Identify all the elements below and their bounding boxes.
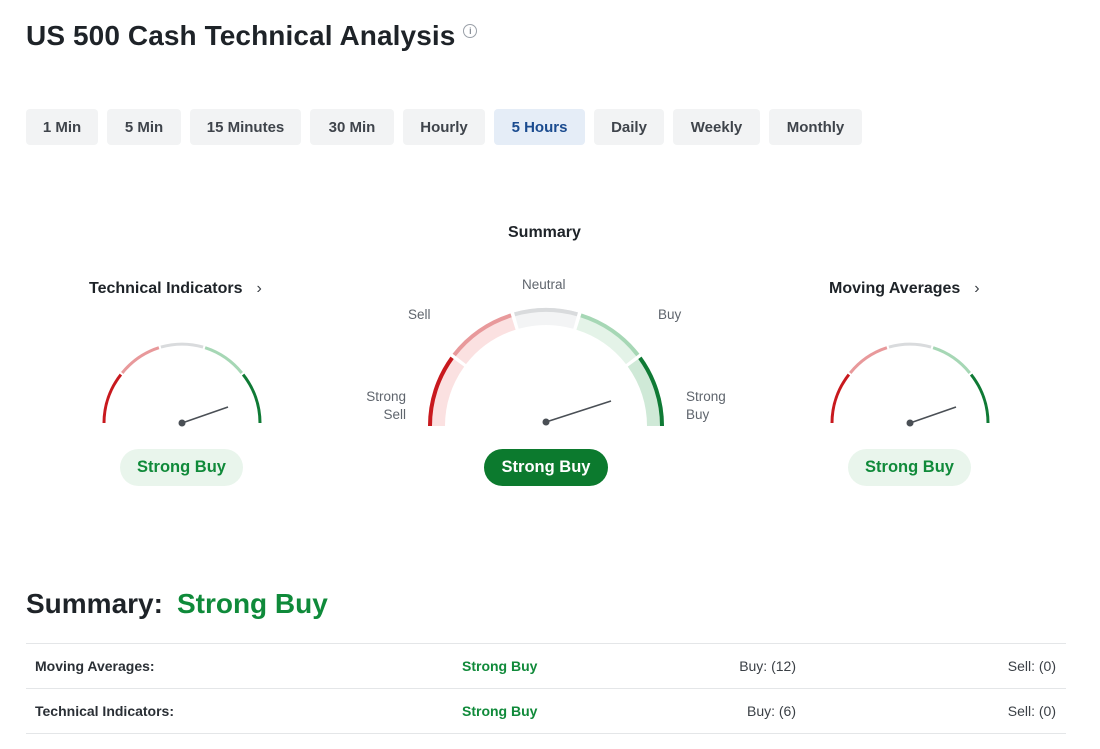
gauge-segment-strong-buy xyxy=(241,373,262,424)
technical-indicators-title: Technical Indicators xyxy=(89,280,243,297)
row-buy-count: Buy: (6) xyxy=(746,703,796,719)
label-strong-buy-line2: Buy xyxy=(686,407,710,422)
tab-5-hours[interactable]: 5 Hours xyxy=(494,109,585,145)
gauge-segment-buy xyxy=(580,313,640,357)
moving-averages-link[interactable]: Moving Averages › xyxy=(829,280,980,298)
gauge-band-sell xyxy=(452,313,516,365)
gauge-segment-strong-sell xyxy=(830,373,851,424)
tab-hourly[interactable]: Hourly xyxy=(403,109,485,145)
gauge-needle-pivot xyxy=(178,419,186,427)
tab-weekly[interactable]: Weekly xyxy=(673,109,760,145)
gauge-band-strong-sell xyxy=(427,356,465,426)
gauge-needle xyxy=(909,406,957,424)
summary-result: Strong Buy xyxy=(484,449,608,486)
gauge-segment-buy xyxy=(204,346,243,374)
gauge-band-strong-buy xyxy=(627,356,665,426)
row-buy-count: Buy: (12) xyxy=(739,658,796,674)
tab-daily[interactable]: Daily xyxy=(594,109,664,145)
gauge-band-buy xyxy=(576,313,640,365)
gauge-segment-strong-buy xyxy=(638,356,665,427)
gauge-segment-sell xyxy=(452,313,512,357)
gauge-segment-sell xyxy=(849,346,888,374)
moving-averages-result: Strong Buy xyxy=(848,449,971,486)
summary-gauge-title: Summary xyxy=(508,224,581,241)
gauge-segment-strong-buy xyxy=(969,373,990,424)
row-name: Moving Averages: xyxy=(35,658,155,674)
label-strong-sell-line1: Strong xyxy=(366,389,406,404)
label-buy: Buy xyxy=(658,307,682,322)
row-sell-count: Sell: (0) xyxy=(1007,658,1056,674)
chevron-right-icon: › xyxy=(974,280,980,297)
label-strong-sell: Strong Sell xyxy=(361,388,406,424)
tab-1-min[interactable]: 1 Min xyxy=(26,109,98,145)
gauge-segment-neutral xyxy=(514,307,578,317)
page-title: US 500 Cash Technical Analysis xyxy=(26,20,456,51)
row-signal: Strong Buy xyxy=(462,703,538,719)
gauge-needle-pivot xyxy=(542,418,550,426)
row-name: Technical Indicators: xyxy=(35,703,174,719)
row-sell-count: Sell: (0) xyxy=(1007,703,1056,719)
table-row: Technical Indicators: Strong Buy Buy: (6… xyxy=(26,689,1066,734)
tab-15-minutes[interactable]: 15 Minutes xyxy=(190,109,301,145)
gauge-segment-neutral xyxy=(160,342,204,349)
moving-averages-title: Moving Averages xyxy=(829,280,961,297)
summary-table: Moving Averages: Strong Buy Buy: (12) Se… xyxy=(26,643,1066,734)
gauge-segment-strong-sell xyxy=(102,373,123,424)
tab-30-min[interactable]: 30 Min xyxy=(310,109,394,145)
label-neutral: Neutral xyxy=(522,277,566,292)
table-row: Moving Averages: Strong Buy Buy: (12) Se… xyxy=(26,644,1066,689)
summary-value: Strong Buy xyxy=(176,588,328,619)
technical-indicators-result: Strong Buy xyxy=(120,449,243,486)
gauge-segment-sell xyxy=(121,346,160,374)
summary-gauge xyxy=(427,307,665,427)
tab-5-min[interactable]: 5 Min xyxy=(107,109,181,145)
gauge-band-neutral xyxy=(514,308,578,329)
label-strong-buy-line1: Strong xyxy=(686,389,726,404)
label-sell: Sell xyxy=(408,307,431,322)
title-row: US 500 Cash Technical Analysis i xyxy=(26,18,478,54)
gauge-needle xyxy=(545,400,612,423)
gauge-needle-pivot xyxy=(906,419,914,427)
label-strong-buy: Strong Buy xyxy=(686,388,726,424)
tab-monthly[interactable]: Monthly xyxy=(769,109,862,145)
info-icon[interactable]: i xyxy=(463,24,478,38)
summary-heading: Summary: Strong Buy xyxy=(26,588,328,620)
gauge-segment-neutral xyxy=(888,342,932,349)
summary-label: Summary: xyxy=(26,588,163,619)
timeframe-tabs: 1 Min 5 Min 15 Minutes 30 Min Hourly 5 H… xyxy=(26,109,862,145)
row-signal: Strong Buy xyxy=(462,658,538,674)
gauge-segment-strong-sell xyxy=(427,356,454,427)
moving-averages-gauge xyxy=(830,342,990,427)
label-strong-sell-line2: Sell xyxy=(383,407,406,422)
gauge-segment-buy xyxy=(932,346,971,374)
gauge-needle xyxy=(181,406,229,424)
technical-indicators-gauge xyxy=(102,342,262,427)
technical-indicators-link[interactable]: Technical Indicators › xyxy=(89,280,262,298)
chevron-right-icon: › xyxy=(256,280,262,297)
